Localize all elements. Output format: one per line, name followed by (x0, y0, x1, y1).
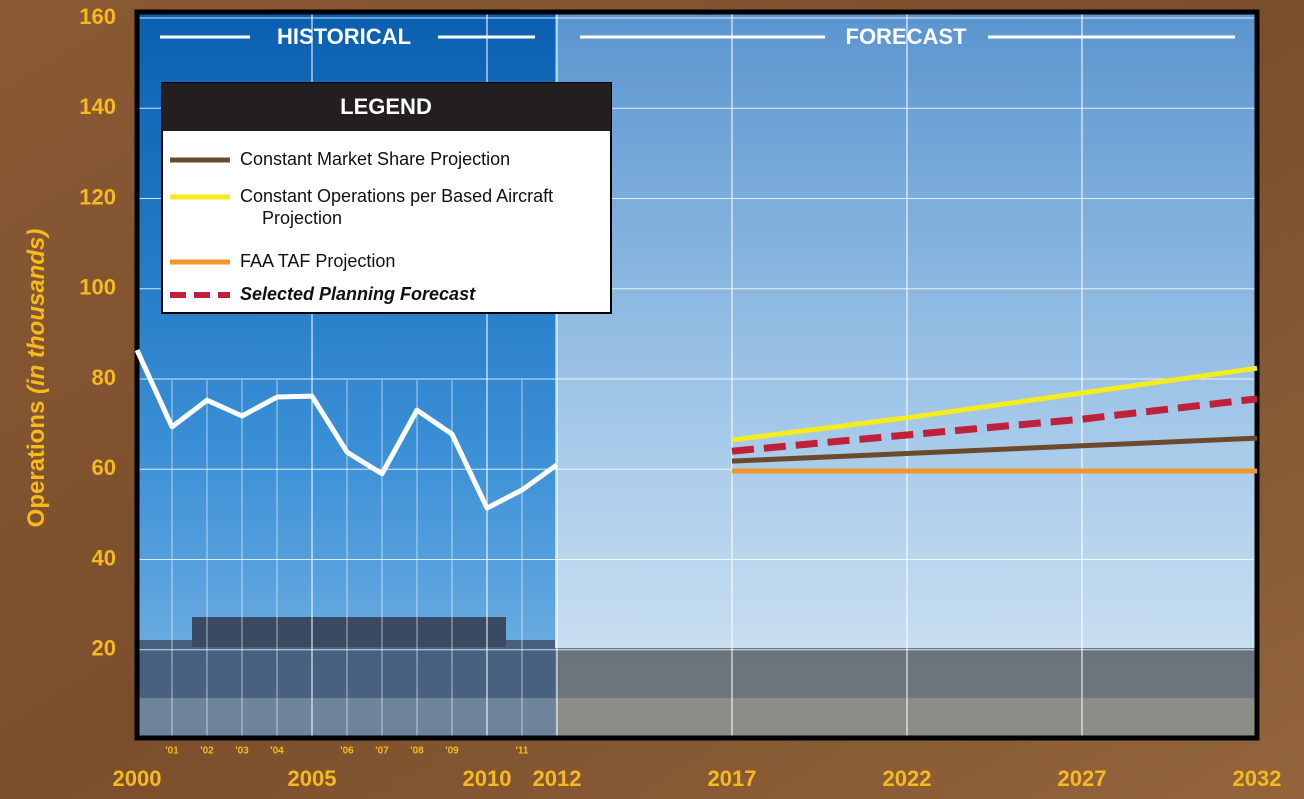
legend: LEGEND Constant Market Share ProjectionC… (161, 82, 612, 314)
legend-label-box: Constant Market Share Projection (240, 149, 511, 169)
y-tick-label: 20 (92, 636, 116, 661)
x-tick-label: 2000 (113, 766, 162, 791)
series-line (731, 365, 1258, 443)
legend-label-box: FAA TAF Projection (240, 251, 396, 271)
x-minor-tick-label: '03 (235, 746, 249, 757)
x-minor-tick-label: '07 (375, 746, 389, 757)
y-tick-label: 140 (79, 94, 116, 119)
lines (134, 349, 1258, 511)
y-tick-label: 160 (79, 4, 116, 29)
y-axis-label-main: Operations (23, 401, 50, 528)
legend-label: Constant Market Share Projection (240, 149, 511, 169)
x-tick-label: 2005 (288, 766, 337, 791)
x-tick-label: 2012 (533, 766, 582, 791)
y-tick-label: 60 (92, 455, 116, 480)
y-axis-label: Operations (in thousands) (23, 229, 50, 528)
legend-label: Constant Operations per Based Aircraft P… (240, 186, 554, 228)
y-tick-label: 80 (92, 365, 116, 390)
y-axis-label-unit: (in thousands) (23, 229, 50, 394)
x-minor-tick-label: '09 (445, 746, 459, 757)
x-minor-tick-label: '08 (410, 746, 424, 757)
legend-label: Selected Planning Forecast (240, 284, 476, 304)
x-tick-label: 2027 (1058, 766, 1107, 791)
building (555, 648, 1257, 700)
y-tick-label: 120 (79, 184, 116, 209)
building (192, 617, 506, 647)
x-minor-tick-label: '06 (340, 746, 354, 757)
legend-label-box: Constant Operations per Based Aircraft P… (240, 186, 554, 228)
legend-label-box: Selected Planning Forecast (240, 284, 476, 304)
building (137, 640, 555, 700)
x-minor-tick-label: '01 (165, 746, 179, 757)
legend-header (162, 83, 611, 131)
legend-title: LEGEND (340, 94, 432, 119)
y-tick-label: 40 (92, 545, 116, 570)
series-line (134, 349, 559, 511)
legend-label: FAA TAF Projection (240, 251, 396, 271)
legend-items: Constant Market Share Projection Constant… (170, 149, 554, 304)
y-tick-label: 100 (79, 275, 116, 300)
series-line (731, 435, 1258, 464)
x-tick-label: 2032 (1233, 766, 1282, 791)
x-minor-tick-label: '04 (270, 746, 284, 757)
ground-tint (137, 698, 555, 738)
series-line (731, 395, 1258, 455)
forecast-panel (555, 12, 1257, 738)
x-tick-label: 2017 (708, 766, 757, 791)
section-label: HISTORICAL (277, 24, 411, 49)
plot-border (134, 9, 1260, 741)
x-minor-tick-label: '02 (200, 746, 214, 757)
section-label: FORECAST (846, 24, 968, 49)
x-tick-label: 2010 (463, 766, 512, 791)
x-minor-tick-label: '11 (516, 746, 529, 757)
x-tick-label: 2022 (883, 766, 932, 791)
